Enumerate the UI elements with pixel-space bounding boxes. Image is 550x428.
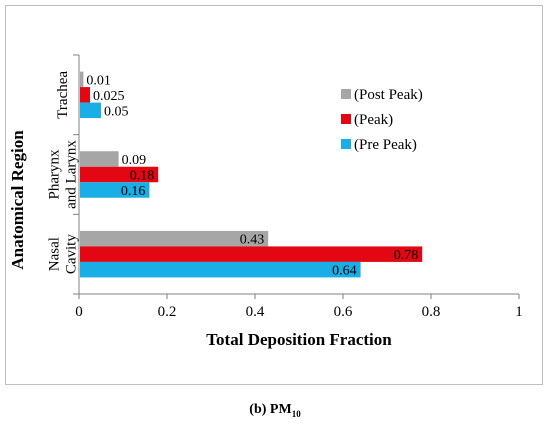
bar-value-label: 0.43 [240, 233, 265, 248]
category-label: and Larynx [64, 140, 80, 209]
caption-prefix: ( [249, 402, 254, 417]
category-label: Trachea [55, 71, 71, 119]
legend-swatch [341, 139, 351, 149]
legend-label: (Pre Peak) [354, 137, 417, 153]
x-tick-label: 1 [515, 304, 523, 320]
figure-caption: (b) PM10 [0, 402, 550, 419]
bar [80, 71, 84, 88]
bar-value-label: 0.01 [86, 73, 111, 88]
x-tick-label: 0 [75, 304, 83, 320]
legend-label: (Post Peak) [354, 87, 423, 103]
y-axis-title: Anatomical Region [8, 130, 27, 270]
x-axis-title: Total Deposition Fraction [206, 330, 392, 349]
category-label: Pharynx [47, 149, 63, 199]
bar [80, 246, 423, 262]
bar [80, 182, 150, 198]
legend-swatch [341, 114, 351, 124]
caption-letter: b [253, 402, 262, 417]
bar-value-label: 0.78 [394, 248, 419, 263]
bar-value-label: 0.09 [122, 153, 147, 168]
legend-swatch [341, 89, 351, 99]
bar [80, 230, 269, 247]
legend: (Post Peak) (Peak) (Pre Peak) [341, 87, 423, 153]
category-labels: Trachea Pharynx and Larynx Nasal Cavity [47, 71, 80, 275]
bar-value-label: 0.05 [104, 104, 129, 119]
caption-suffix: ) PM [261, 402, 292, 417]
x-tick-label: 0.4 [246, 304, 265, 320]
category-label: Cavity [64, 234, 80, 274]
category-label: Nasal [47, 237, 63, 271]
bar [80, 102, 101, 119]
axes-layer: Total Deposition Fraction Anatomical Reg… [8, 55, 519, 349]
bar-value-label: 0.64 [332, 264, 357, 279]
x-tick-label: 0.8 [422, 304, 441, 320]
chart-frame [5, 5, 543, 385]
bar-value-label: 0.16 [121, 184, 146, 199]
deposition-bar-chart: Total Deposition Fraction Anatomical Reg… [8, 54, 523, 349]
bar-value-label: 0.025 [93, 89, 125, 104]
x-tick-label: 0.6 [334, 304, 353, 320]
ticks-layer: 0 0.2 0.4 0.6 0.8 1 [73, 54, 523, 320]
caption-subscript: 10 [291, 408, 301, 419]
bar-value-label: 0.18 [130, 169, 155, 184]
bar [80, 166, 159, 183]
bar [80, 87, 90, 103]
legend-label: (Peak) [354, 112, 393, 128]
bar [80, 151, 119, 167]
x-tick-label: 0.2 [158, 304, 177, 320]
bar [80, 261, 361, 278]
